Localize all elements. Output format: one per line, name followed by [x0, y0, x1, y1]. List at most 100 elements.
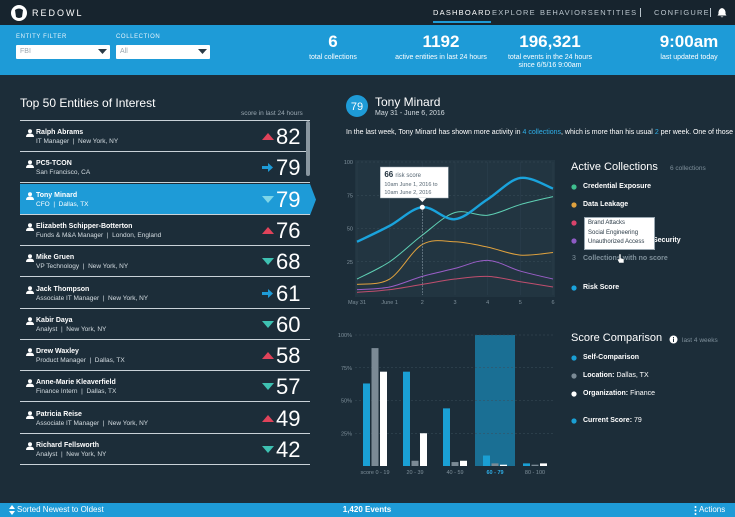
entity-subtitle: Finance Intern | Dallas, TX [36, 388, 116, 395]
body [26, 133, 34, 137]
info-icon [669, 335, 678, 344]
entity-row[interactable]: Patricia Reise Associate IT Manager | New… [20, 403, 310, 434]
entity-row[interactable]: Mike Gruen VP Technology | New York, NY 68 [20, 246, 310, 278]
sort-icon [9, 505, 15, 515]
nav-item[interactable]: CONFIGURE [654, 8, 710, 17]
entity-name: Ralph Abrams [36, 129, 84, 136]
series-line [356, 240, 554, 285]
entity-row[interactable]: Ralph Abrams IT Manager | New York, NY 82 [20, 121, 310, 152]
entity-score: 82 [276, 124, 301, 149]
footer-sort[interactable]: Sorted Newest to Oldest [17, 505, 104, 514]
trend-icon [262, 320, 274, 328]
y-tick-label: 75 [347, 193, 353, 199]
tooltip-to: 10am June 2, 2016 [384, 190, 431, 196]
bar [380, 371, 387, 466]
head [28, 316, 32, 321]
comparison-item: Self-Comparison [583, 354, 639, 361]
entity-row[interactable]: Drew Waxley Product Manager | Dallas, TX 5… [20, 340, 310, 372]
entity-score: 61 [276, 280, 301, 306]
y-tick-label: 75% [341, 366, 352, 372]
footer-events: 1,420 Events [342, 505, 392, 514]
risk-label: Risk Score [583, 284, 620, 291]
entity-row[interactable]: Jack Thompson Associate IT Manager | New … [20, 278, 310, 309]
person-icon [26, 316, 34, 325]
select-arrow [198, 49, 207, 54]
cursor [617, 254, 625, 264]
entity-location: New York, NY [66, 325, 107, 333]
legend-dot [571, 220, 577, 226]
comparison-item: Organization: Finance [583, 390, 655, 397]
dot [571, 373, 577, 379]
separator: | [69, 138, 79, 145]
comparison-title: Score Comparison [571, 332, 663, 344]
x-tick-label: 80 - 100 [525, 470, 545, 476]
popup-item: Social Engineering [588, 229, 639, 236]
entity-row[interactable]: PC5-TCON San Francisco, CA 79 [20, 152, 310, 184]
trend [262, 258, 274, 266]
entity-subtitle: Associate IT Manager | New York, NY [36, 420, 148, 427]
trend-icon [262, 226, 274, 234]
person-icon [26, 223, 34, 231]
trend-icon [262, 414, 274, 422]
filter-select[interactable]: All [116, 45, 210, 59]
entity-name: Kabir Daya [36, 316, 73, 324]
scrollbar [306, 121, 310, 176]
logo-owl [15, 8, 23, 18]
filter-label: COLLECTION [116, 34, 161, 40]
entity-row[interactable]: Kabir Daya Analyst | New York, NY 60 [20, 309, 310, 340]
filter-value: FBI [20, 48, 31, 55]
legend-dot [571, 238, 577, 244]
nav-item[interactable]: EXPLORE [492, 8, 536, 17]
separator: : [629, 417, 634, 424]
list-top-border [20, 120, 310, 121]
head [28, 379, 32, 384]
dot [571, 238, 577, 244]
hand [617, 254, 625, 264]
trend-icon [262, 195, 274, 203]
y-tick-label: 25 [347, 260, 353, 266]
nav-item[interactable]: DASHBOARD [433, 8, 492, 23]
tooltip-point [419, 204, 425, 210]
y-tick-label: 100 [344, 160, 353, 166]
entity-name: Anne-Marie Kleaverfield [36, 379, 116, 387]
comparison-period: last 4 weeks [682, 337, 718, 344]
trend-icon [262, 133, 274, 140]
x-tick-label: 60 - 79 [486, 470, 503, 476]
body [26, 227, 34, 231]
nav-item[interactable]: ENTITIES [594, 8, 638, 17]
detail-dates: May 31 - June 6, 2016 [375, 110, 445, 117]
separator: | [57, 451, 67, 458]
head [28, 285, 32, 290]
info-mark [673, 338, 674, 342]
trend-icon [262, 258, 274, 266]
stat-value: 9:00am [659, 32, 719, 51]
dot [571, 220, 577, 226]
bar [500, 464, 507, 466]
legend-dot [571, 418, 577, 424]
summary-text: , which is more than his usual [561, 129, 655, 136]
entity-row[interactable]: Elizabeth Schipper-Botterton Funds & M&A … [20, 215, 310, 246]
entity-name: Richard Fellsworth [36, 442, 100, 449]
footer-actions[interactable]: Actions [699, 505, 726, 514]
comparison-value: Finance [630, 390, 655, 397]
summary-link[interactable]: 2 [654, 129, 659, 136]
entity-location: Dallas, TX [58, 200, 89, 208]
entity-subtitle: San Francisco, CA [36, 169, 90, 176]
nav-bar [0, 0, 735, 25]
dot [571, 285, 577, 291]
stat-label: total events in the 24 hours [507, 54, 593, 61]
trend [262, 352, 274, 360]
summary-link[interactable]: 4 collections [522, 129, 562, 136]
filter-select[interactable]: FBI [16, 45, 110, 59]
bar [411, 460, 419, 466]
body [26, 352, 34, 357]
entity-row[interactable]: Anne-Marie Kleaverfield Finance Intern | … [20, 371, 310, 403]
entity-row[interactable]: Richard Fellsworth Analyst | New York, NY… [20, 434, 310, 465]
entity-row[interactable]: Tony Minard CFO | Dallas, TX 79 [20, 183, 310, 215]
person-icon [26, 285, 34, 294]
nav-item[interactable]: BEHAVIORS [540, 8, 595, 17]
y-tick-label: 50% [341, 399, 352, 405]
stat-label: since 6/5/16 9:00am [518, 62, 582, 69]
x-tick-label: score 0 - 19 [360, 470, 389, 476]
